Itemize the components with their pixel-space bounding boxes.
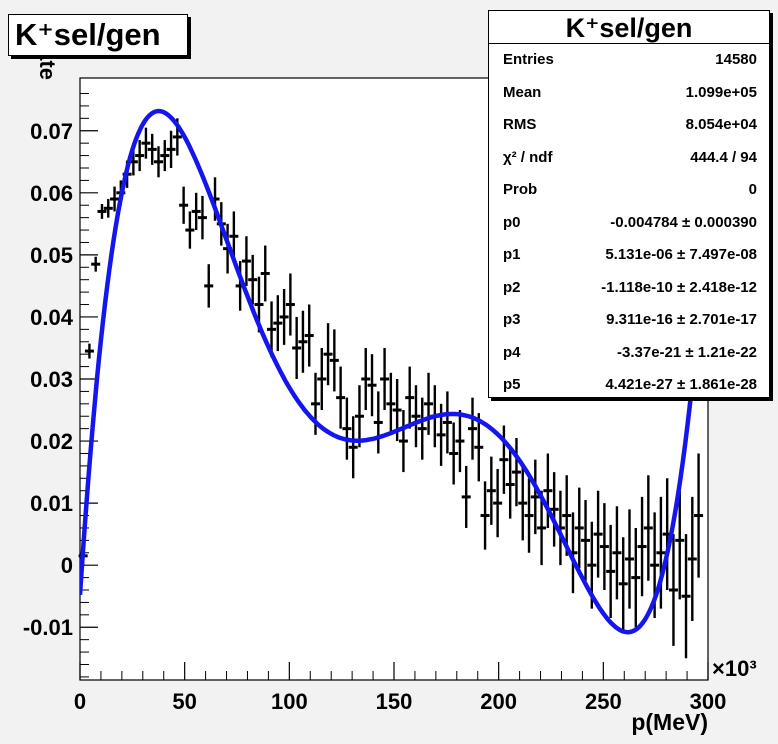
x-tick-label: 150 <box>376 689 413 714</box>
x-tick-label: 250 <box>585 689 622 714</box>
stats-label: p5 <box>503 376 521 393</box>
stats-row-rms: RMS 8.054e+04 <box>489 110 769 140</box>
stats-row-p0: p0 -0.004784 ± 0.000390 <box>489 208 769 238</box>
stats-box: K⁺sel/gen Entries 14580 Mean 1.099e+05 RMS 8.… <box>488 10 770 398</box>
stats-label: p3 <box>503 311 521 328</box>
x-tick-label: 200 <box>480 689 517 714</box>
histogram-title-box: K⁺sel/gen <box>8 14 188 56</box>
stats-value: 9.311e-16 ± 2.701e-17 <box>606 311 757 328</box>
stats-row-p2: p2 -1.118e-10 ± 2.418e-12 <box>489 273 769 303</box>
stats-label: RMS <box>503 116 537 133</box>
histogram-title: K⁺sel/gen <box>15 17 161 52</box>
stats-row-ndf: χ² / ndf 444.4 / 94 <box>489 143 769 173</box>
stats-label: Prob <box>503 181 538 198</box>
stats-value: -0.004784 ± 0.000390 <box>610 213 757 231</box>
fit-curve <box>80 108 708 635</box>
stats-row-p5: p5 4.421e-27 ± 1.861e-28 <box>489 370 769 400</box>
x-tick-label: 0 <box>74 689 86 714</box>
stats-value: -1.118e-10 ± 2.418e-12 <box>601 278 757 296</box>
stats-row-entries: Entries 14580 <box>489 45 769 75</box>
stats-label: p0 <box>503 213 521 231</box>
stats-value: 8.054e+04 <box>685 116 757 133</box>
y-tick-label: 0.07 <box>30 119 73 144</box>
stats-value: 444.4 / 94 <box>690 148 757 166</box>
stats-row-p3: p3 9.311e-16 ± 2.701e-17 <box>489 305 769 335</box>
x-tick-label: 300 <box>690 689 727 714</box>
stats-label: Entries <box>503 51 554 68</box>
y-tick-label: -0.01 <box>23 615 73 640</box>
stats-label: p2 <box>503 278 521 296</box>
stats-row-p1: p1 5.131e-06 ± 7.497e-08 <box>489 240 769 270</box>
stats-row-prob: Prob 0 <box>489 175 769 205</box>
y-tick-label: 0 <box>61 553 73 578</box>
x-tick-label: 50 <box>172 689 196 714</box>
stats-value: 1.099e+05 <box>685 83 757 101</box>
y-tick-label: 0.05 <box>30 243 73 268</box>
y-tick-label: 0.01 <box>30 491 73 516</box>
stats-value: 14580 <box>715 51 757 68</box>
y-tick-label: 0.03 <box>30 367 73 392</box>
stats-label: p4 <box>503 343 521 361</box>
stats-value: 0 <box>748 181 757 198</box>
stats-value: -3.37e-21 ± 1.21e-22 <box>617 343 757 361</box>
stats-label: p1 <box>503 246 521 263</box>
stats-value: 4.421e-27 ± 1.861e-28 <box>605 376 757 393</box>
x-axis-label: p(MeV) <box>631 709 708 735</box>
stats-row-mean: Mean 1.099e+05 <box>489 78 769 108</box>
stats-label: χ² / ndf <box>503 148 553 166</box>
stats-title: K⁺sel/gen <box>489 11 769 44</box>
x-axis-exponent: ×10³ <box>712 656 757 681</box>
stats-label: Mean <box>503 83 542 101</box>
stats-row-p4: p4 -3.37e-21 ± 1.21e-22 <box>489 338 769 368</box>
y-tick-label: 0.06 <box>30 181 73 206</box>
y-tick-label: 0.04 <box>30 305 74 330</box>
x-tick-label: 100 <box>271 689 308 714</box>
y-tick-label: 0.02 <box>30 429 73 454</box>
stats-value: 5.131e-06 ± 7.497e-08 <box>605 246 757 263</box>
